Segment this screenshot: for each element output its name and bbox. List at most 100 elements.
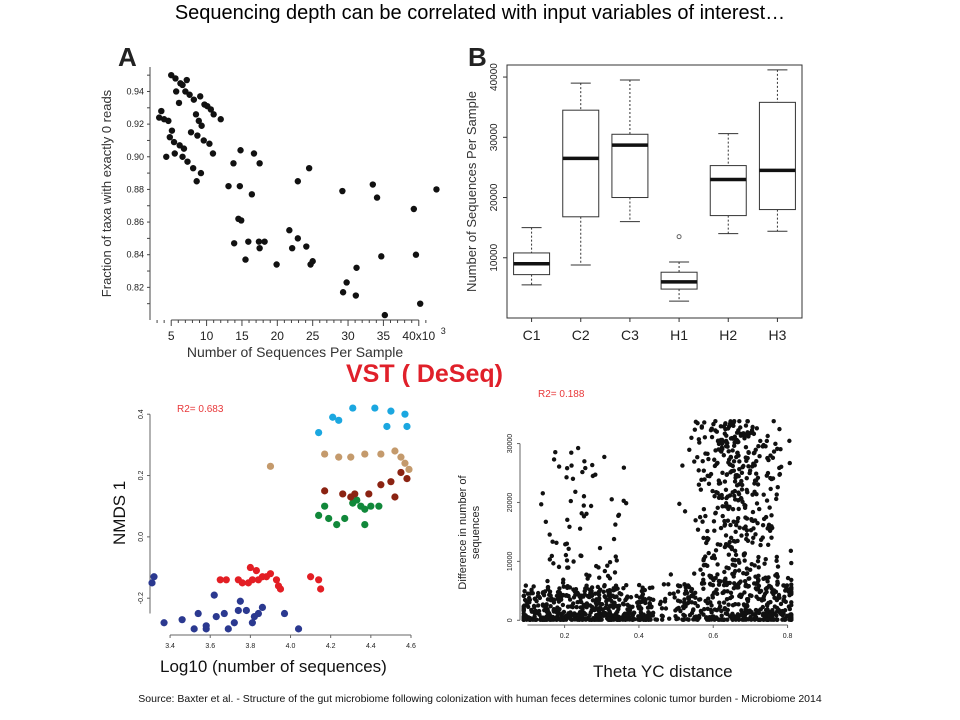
- a-data-point: [217, 116, 224, 123]
- d-data-point: [739, 533, 744, 538]
- d-data-point: [739, 478, 744, 484]
- d-data-point: [763, 444, 768, 449]
- d-data-point: [733, 529, 738, 534]
- d-data-point: [593, 600, 599, 606]
- d-data-point: [611, 605, 616, 610]
- d-data-point: [607, 559, 613, 565]
- c-data-point-dark_blue: [250, 613, 258, 621]
- d-data-point: [746, 450, 751, 455]
- d-data-point: [705, 528, 710, 534]
- d-data-point: [764, 589, 769, 595]
- d-data-point: [775, 446, 780, 452]
- d-data-point: [733, 568, 738, 574]
- d-data-point: [560, 602, 566, 608]
- c-data-point-red: [272, 576, 281, 584]
- d-data-point: [750, 509, 756, 515]
- d-data-point: [680, 604, 686, 609]
- d-data-point: [552, 615, 557, 621]
- d-data-point: [537, 595, 543, 601]
- d-data-point: [760, 604, 766, 610]
- d-data-point: [787, 460, 792, 466]
- b-x-tick-label: H3: [768, 327, 786, 343]
- d-data-point: [561, 577, 566, 582]
- d-data-point: [691, 607, 696, 612]
- d-data-point: [687, 447, 692, 453]
- d-data-point: [744, 532, 750, 537]
- c-data-point-green: [333, 521, 341, 529]
- d-data-point: [547, 557, 553, 562]
- d-data-point: [623, 500, 629, 506]
- d-data-point: [744, 536, 749, 542]
- c-data-point-brown: [391, 493, 399, 501]
- d-data-point: [761, 576, 766, 582]
- d-data-point: [578, 599, 583, 604]
- d-data-point: [640, 585, 645, 590]
- d-data-point: [602, 584, 607, 589]
- d-data-point: [721, 600, 727, 605]
- d-data-point: [725, 426, 731, 431]
- d-data-point: [734, 430, 740, 435]
- d-data-point: [642, 597, 648, 602]
- d-data-point: [607, 576, 613, 581]
- d-data-point: [683, 588, 689, 594]
- d-data-point: [579, 511, 584, 516]
- d-data-point: [731, 585, 737, 591]
- d-data-point: [739, 496, 744, 502]
- a-data-point: [210, 111, 217, 118]
- d-data-point: [693, 419, 699, 425]
- d-data-point: [730, 612, 735, 617]
- d-data-point: [554, 540, 559, 545]
- d-data-point: [730, 557, 735, 562]
- a-y-tick-label: 0.82: [126, 282, 144, 292]
- a-data-point: [237, 147, 244, 154]
- d-data-point: [774, 558, 779, 564]
- d-data-point: [743, 515, 748, 520]
- d-data-point: [709, 614, 714, 620]
- d-data-point: [675, 598, 681, 603]
- d-data-point: [616, 512, 622, 517]
- d-data-point: [667, 591, 673, 597]
- d-data-point: [743, 423, 749, 428]
- d-data-point: [711, 590, 717, 596]
- d-data-point: [713, 418, 718, 424]
- a-data-point: [416, 300, 424, 307]
- d-data-point: [775, 564, 781, 569]
- d-data-point: [754, 458, 759, 464]
- d-data-point: [737, 418, 742, 424]
- c-data-point-cyan: [383, 422, 391, 431]
- b-outlier: [676, 234, 682, 240]
- d-data-point: [527, 591, 533, 596]
- d-data-point: [753, 581, 759, 586]
- d-data-point: [778, 601, 784, 607]
- d-data-point: [747, 608, 753, 613]
- d-data-point: [746, 583, 751, 589]
- vst-deseq-heading: VST ( DeSeq): [346, 360, 503, 388]
- a-data-point: [198, 122, 205, 129]
- d-data-point: [696, 437, 702, 442]
- d-data-point: [564, 475, 569, 480]
- d-data-point: [722, 523, 727, 528]
- c-data-point-red: [276, 585, 285, 593]
- d-data-point: [789, 560, 794, 566]
- d-data-point: [701, 468, 707, 473]
- d-data-point: [548, 617, 553, 622]
- c-data-point-red: [317, 585, 325, 593]
- d-data-point: [785, 586, 790, 592]
- c-data-point-dark_blue: [294, 625, 303, 633]
- d-data-point: [775, 617, 780, 622]
- d-data-point: [736, 581, 742, 586]
- d-data-point: [618, 615, 623, 621]
- c-x-tick-label: 4.0: [286, 643, 296, 650]
- d-data-point: [542, 589, 548, 594]
- d-data-point: [789, 577, 794, 583]
- a-data-point: [155, 114, 163, 121]
- d-data-point: [707, 573, 712, 578]
- d-data-point: [680, 463, 685, 468]
- c-data-point-dark_blue: [242, 606, 250, 615]
- d-data-point: [770, 607, 775, 613]
- d-data-point: [561, 584, 566, 589]
- a-data-point: [165, 117, 172, 125]
- d-data-point: [596, 597, 602, 603]
- d-data-point: [564, 465, 570, 471]
- d-data-point: [743, 445, 749, 450]
